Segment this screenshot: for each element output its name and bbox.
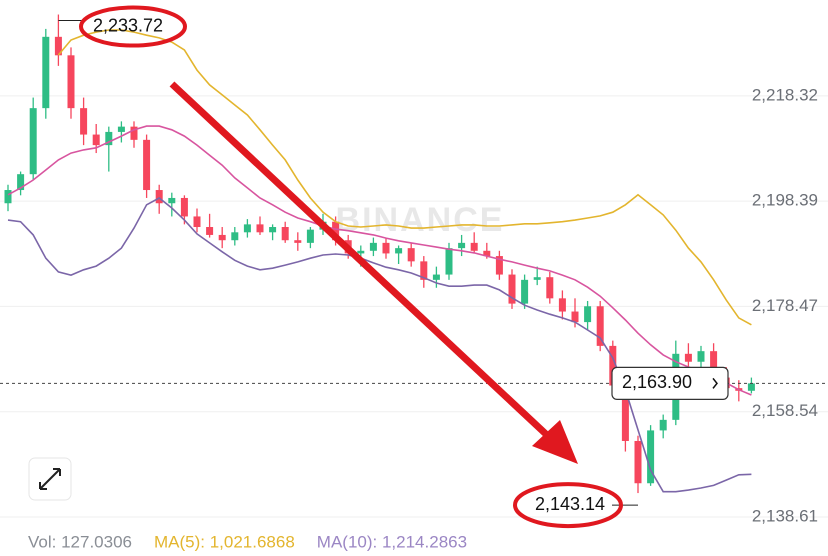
last-price-label: 2,163.90 bbox=[622, 372, 692, 392]
y-tick-label: 2,218.32 bbox=[752, 85, 818, 104]
candle-body bbox=[4, 190, 12, 204]
annotations: 2,233.72 2,143.14 2,163.90 bbox=[0, 5, 828, 529]
footer-stat: Vol: 127.0306 bbox=[28, 532, 132, 551]
candle-body bbox=[445, 248, 453, 275]
footer-stat: MA(10): 1,214.2863 bbox=[317, 532, 467, 551]
candle-body bbox=[609, 345, 617, 386]
candle-body bbox=[407, 248, 415, 262]
candle-body bbox=[281, 227, 289, 241]
candle-body bbox=[54, 36, 62, 56]
high-label: 2,233.72 bbox=[93, 15, 163, 35]
candle-body bbox=[206, 227, 214, 235]
candle-body bbox=[180, 197, 188, 217]
candle-body bbox=[634, 440, 642, 484]
candle-body bbox=[256, 224, 264, 233]
candle-body bbox=[659, 419, 667, 431]
candle-body bbox=[80, 108, 88, 135]
candle-body bbox=[306, 229, 314, 243]
candle-body bbox=[294, 240, 302, 243]
candle-body bbox=[395, 248, 403, 254]
candle-body bbox=[508, 274, 516, 304]
candle-body bbox=[458, 242, 466, 249]
y-tick-label: 2,138.61 bbox=[752, 506, 818, 525]
candle-body bbox=[243, 224, 251, 233]
candle-body bbox=[470, 242, 478, 251]
candle-body bbox=[533, 277, 541, 280]
expand-icon bbox=[39, 468, 61, 490]
y-tick-label: 2,198.39 bbox=[752, 191, 818, 210]
candle-body bbox=[747, 383, 755, 391]
candle-body bbox=[218, 234, 226, 241]
high-circle bbox=[79, 5, 187, 48]
plot bbox=[4, 14, 755, 494]
candle-body bbox=[697, 351, 705, 362]
candle-body bbox=[17, 174, 25, 191]
candle-body bbox=[546, 277, 554, 299]
candle-body bbox=[117, 126, 125, 132]
candle-body bbox=[710, 351, 718, 378]
y-tick-label: 2,158.54 bbox=[752, 401, 818, 420]
candle-body bbox=[67, 55, 75, 109]
candle-body bbox=[684, 353, 692, 362]
candle-body bbox=[193, 216, 201, 228]
arrow-head bbox=[532, 420, 578, 464]
trend-arrow bbox=[169, 81, 551, 439]
candle-body bbox=[332, 221, 340, 241]
candle-body bbox=[596, 306, 604, 346]
band-line bbox=[7, 125, 752, 396]
candle-body bbox=[130, 126, 138, 140]
candle-body bbox=[432, 274, 440, 280]
candle-body bbox=[357, 250, 365, 254]
last-price-box bbox=[611, 366, 729, 400]
candle-body bbox=[231, 232, 239, 241]
footer-stat: MA(5): 1,021.6868 bbox=[154, 532, 295, 551]
expand-button[interactable] bbox=[28, 457, 72, 501]
candle-body bbox=[143, 139, 151, 191]
low-circle bbox=[513, 482, 623, 529]
y-tick-label: 2,178.47 bbox=[752, 296, 818, 315]
candle-body bbox=[369, 242, 377, 251]
candle-body bbox=[382, 242, 390, 254]
candle-body bbox=[647, 430, 655, 484]
low-label: 2,143.14 bbox=[535, 494, 605, 514]
candle-body bbox=[92, 134, 100, 146]
candle-body bbox=[42, 36, 50, 109]
candle-body bbox=[521, 279, 529, 304]
candle-body bbox=[155, 190, 163, 204]
candle-body bbox=[571, 311, 579, 323]
candle-body bbox=[29, 108, 37, 175]
candle-body bbox=[584, 306, 592, 323]
candle-body bbox=[269, 227, 277, 233]
chevron-icon bbox=[712, 377, 718, 389]
candle-body bbox=[420, 261, 428, 280]
candle-body bbox=[558, 298, 566, 312]
band-line bbox=[57, 29, 752, 326]
candle-body bbox=[105, 131, 113, 146]
candle-body bbox=[621, 385, 629, 441]
candle-body bbox=[483, 250, 491, 257]
candle-body bbox=[168, 197, 176, 204]
candle-body bbox=[495, 256, 503, 275]
